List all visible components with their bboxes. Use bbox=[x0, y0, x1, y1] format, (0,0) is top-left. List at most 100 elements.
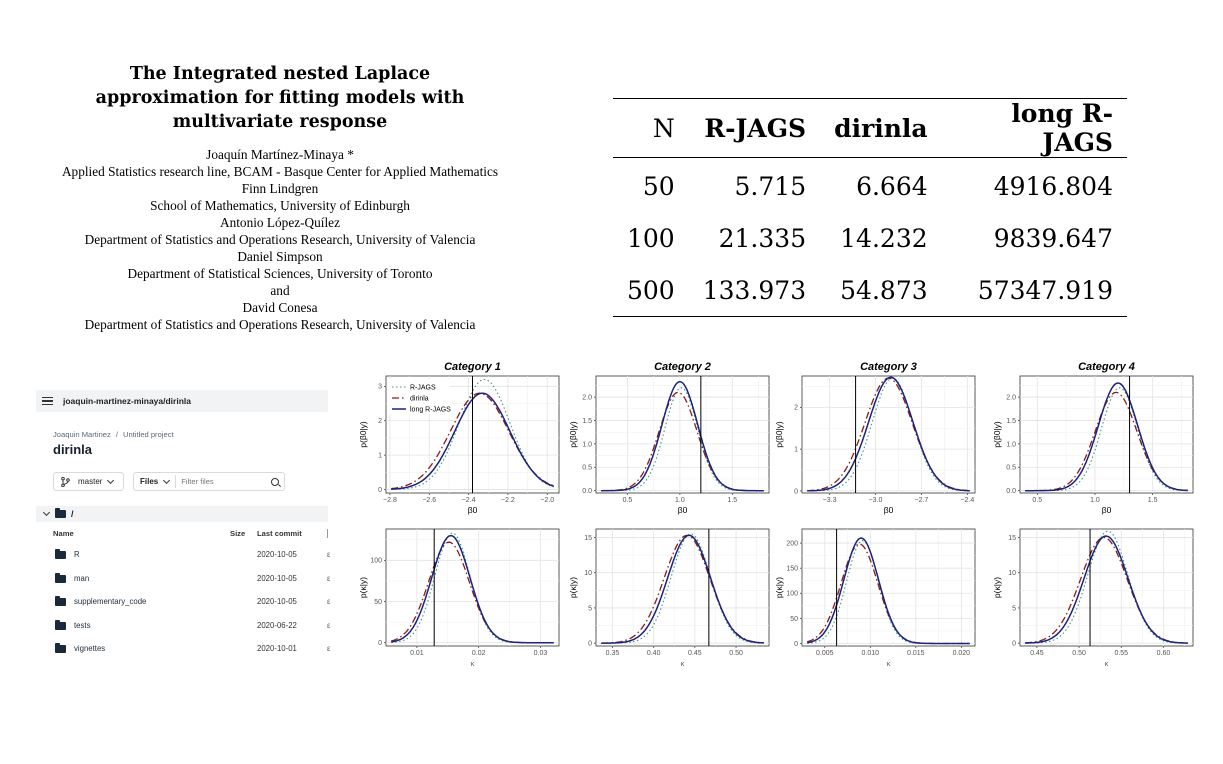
x-tick-label: −2.4 bbox=[462, 497, 476, 504]
density-line-long-r-jags bbox=[1025, 382, 1188, 492]
x-axis-label: κ bbox=[681, 661, 685, 668]
x-tick-label: 0.015 bbox=[907, 650, 925, 657]
x-tick-label: 0.55 bbox=[1114, 650, 1128, 657]
branch-selector-button[interactable]: master bbox=[53, 472, 124, 491]
file-row[interactable]: vignettes 2020-10-01 ε bbox=[53, 636, 331, 660]
folder-icon bbox=[55, 549, 66, 559]
file-row[interactable]: R 2020-10-05 ε bbox=[53, 542, 331, 566]
x-tick-label: 0.5 bbox=[623, 497, 633, 504]
plot-panel-background bbox=[595, 528, 770, 647]
chevron-down-icon[interactable] bbox=[42, 508, 51, 517]
density-line-r-jags bbox=[1025, 530, 1188, 644]
file-row[interactable]: supplementary_code 2020-10-05 ε bbox=[53, 589, 331, 613]
y-axis-label: p(κ|y) bbox=[358, 577, 368, 598]
plot-panel-background bbox=[595, 375, 770, 494]
posterior-density-plots: −2.8 −2.6 −2.4 −2.2 −2.0 0 1 2 3 β0 p(β0|y) Categor… bbox=[358, 361, 1194, 668]
file-list-header: Name Size Last commit bbox=[53, 529, 328, 541]
table-cell: 133.973 bbox=[702, 275, 807, 305]
y-axis-label: p(κ|y) bbox=[992, 577, 1002, 598]
y-tick-label: 0 bbox=[794, 641, 798, 648]
files-dropdown[interactable]: Files bbox=[134, 476, 175, 486]
folder-icon bbox=[55, 619, 66, 630]
y-axis-label: p(β0|y) bbox=[358, 421, 368, 448]
file-last-commit: 2020-10-05 bbox=[257, 597, 297, 606]
author-line: Department of Statistics and Operations … bbox=[84, 317, 476, 332]
header-dirinla: dirinla bbox=[834, 113, 928, 143]
y-tick-label: 2 bbox=[378, 418, 382, 425]
author-lines: Joaquín Martínez-Minaya * Applied Statist… bbox=[30, 146, 530, 333]
file-last-commit: 2020-06-22 bbox=[257, 620, 297, 630]
branch-name: master bbox=[78, 477, 103, 486]
density-line-r-jags bbox=[807, 540, 970, 645]
x-tick-label: 0.45 bbox=[1030, 650, 1044, 657]
file-name[interactable]: man bbox=[74, 573, 90, 583]
x-tick-label: 1.5 bbox=[1148, 497, 1158, 504]
y-tick-label: 3 bbox=[378, 384, 382, 391]
x-tick-label: 0.35 bbox=[606, 650, 620, 657]
y-tick-label: 50 bbox=[790, 616, 798, 623]
author-line: Applied Statistics research line, BCAM -… bbox=[61, 164, 499, 179]
repo-path[interactable]: joaquin-martinez-minaya/dirinla bbox=[63, 396, 191, 406]
hamburger-menu-icon[interactable] bbox=[42, 397, 53, 405]
x-tick-label: 0.40 bbox=[647, 650, 661, 657]
density-line-long-r-jags bbox=[601, 380, 764, 492]
y-tick-label: 1.0 bbox=[582, 441, 592, 448]
y-tick-label: 200 bbox=[786, 540, 798, 547]
panel-title: Category 2 bbox=[654, 361, 711, 373]
filter-files-input[interactable] bbox=[176, 476, 270, 487]
y-tick-label: 100 bbox=[370, 558, 382, 565]
chevron-down-icon bbox=[163, 476, 171, 484]
x-axis-label: κ bbox=[471, 661, 475, 668]
author-line: Antonio López-Quílez bbox=[219, 215, 340, 230]
author-line: Finn Lindgren bbox=[241, 181, 319, 196]
file-name[interactable]: vignettes bbox=[74, 644, 106, 653]
search-icon[interactable] bbox=[271, 477, 280, 486]
table-cell: 6.664 bbox=[856, 171, 928, 201]
x-tick-label: −2.4 bbox=[960, 497, 974, 504]
y-tick-label: 1 bbox=[378, 453, 382, 460]
column-last-commit[interactable]: Last commit bbox=[257, 529, 302, 538]
y-tick-label: 2.0 bbox=[1006, 394, 1016, 401]
file-row[interactable]: man 2020-10-05 ε bbox=[53, 566, 331, 590]
breadcrumb-project[interactable]: Untitled project bbox=[122, 430, 174, 439]
y-axis-label: p(κ|y) bbox=[568, 577, 578, 598]
panel-title: Category 4 bbox=[1078, 361, 1135, 373]
y-tick-label: 50 bbox=[374, 599, 382, 606]
table-cell: 21.335 bbox=[718, 223, 807, 253]
tree-root-row[interactable]: / bbox=[36, 506, 328, 522]
table-cell: 14.232 bbox=[840, 223, 928, 253]
y-axis-label: p(κ|y) bbox=[774, 577, 784, 598]
y-tick-label: 0 bbox=[378, 487, 382, 494]
truncated-cell: ε bbox=[327, 644, 331, 653]
truncated-cell: ε bbox=[327, 550, 331, 559]
column-size[interactable]: Size bbox=[230, 529, 246, 538]
x-axis-label: κ bbox=[1105, 661, 1109, 668]
table-cell: 9839.647 bbox=[993, 223, 1113, 253]
column-divider bbox=[327, 529, 328, 538]
header-n: N bbox=[652, 113, 675, 143]
file-name[interactable]: R bbox=[74, 550, 80, 559]
file-name[interactable]: supplementary_code bbox=[74, 597, 147, 606]
breadcrumb-owner[interactable]: Joaquin Martinez bbox=[53, 430, 111, 439]
x-tick-label: −3.0 bbox=[869, 497, 883, 504]
density-line-dirinla bbox=[1025, 536, 1188, 644]
table-cell: 54.873 bbox=[840, 275, 928, 305]
file-row[interactable]: tests 2020-06-22 ε bbox=[53, 613, 330, 637]
table-row: 500 133.973 54.873 57347.919 bbox=[613, 264, 1127, 317]
x-tick-label: −2.7 bbox=[915, 497, 929, 504]
legend-entry: R-JAGS bbox=[410, 385, 436, 392]
table-cell: 50 bbox=[642, 171, 675, 201]
file-name[interactable]: tests bbox=[74, 620, 91, 630]
author-line: School of Mathematics, University of Edi… bbox=[150, 198, 410, 213]
density-line-long-r-jags bbox=[807, 537, 970, 645]
x-tick-label: −3.3 bbox=[823, 497, 837, 504]
tree-root-label: / bbox=[71, 509, 74, 519]
truncated-cell: ε bbox=[327, 597, 331, 606]
density-panel: 0.01 0.02 0.03 0 50 100 κ p(κ|y) bbox=[358, 528, 560, 668]
truncated-cell: ε bbox=[327, 573, 331, 583]
y-tick-label: 15 bbox=[1008, 535, 1016, 542]
column-name[interactable]: Name bbox=[53, 529, 74, 538]
author-line: Department of Statistical Sciences, Univ… bbox=[127, 266, 433, 281]
header-r-jags: R-JAGS bbox=[704, 113, 807, 143]
x-tick-label: −2.6 bbox=[422, 497, 436, 504]
